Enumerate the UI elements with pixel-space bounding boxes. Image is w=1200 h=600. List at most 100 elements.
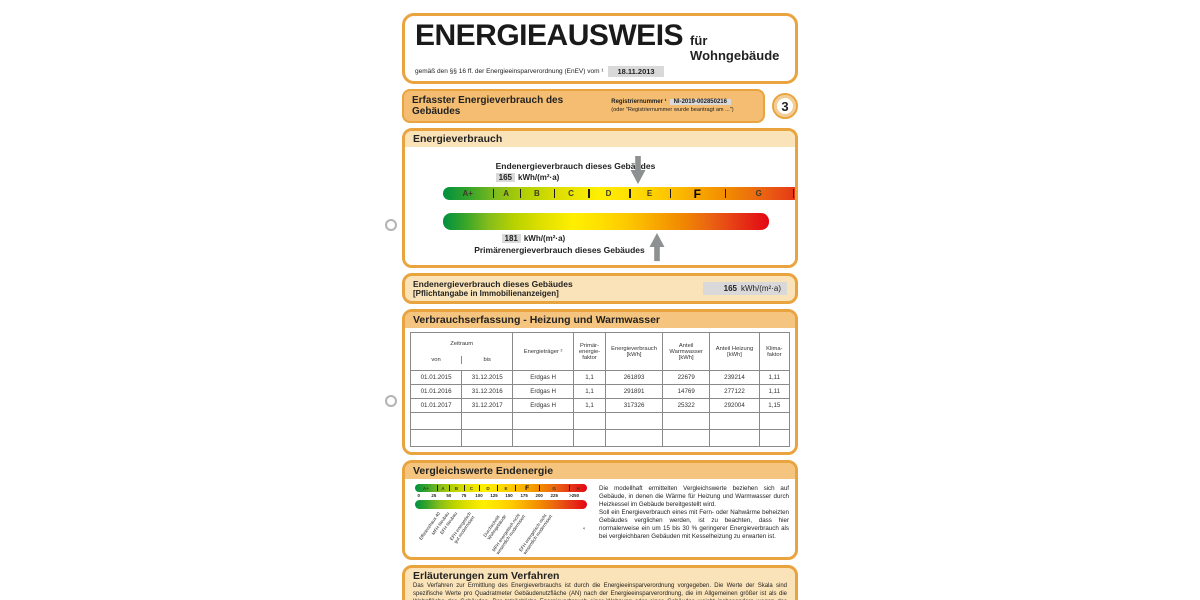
endenergie-summary-value-box: 165 kWh/(m²·a) [703, 282, 787, 295]
consumption-cell: 14769 [661, 384, 711, 399]
vergleichswerte-body: A+ A B C D E F G H 0 25 50 75 100 125 150 175 200 225 >250… [405, 479, 795, 557]
energy-class-aplus: A+ [462, 189, 473, 198]
consumption-cell: 1,1 [572, 384, 607, 399]
class-divider [478, 485, 480, 491]
energy-class-a: A [441, 485, 445, 491]
section-header-bar: Erfasster Energieverbrauch des Gebäudes … [402, 89, 765, 123]
class-divider [553, 189, 556, 198]
class-divider [539, 485, 541, 491]
law-line: gemäß den §§ 16 ff. der Energieeinsparve… [415, 66, 785, 77]
primaerenergie-marker-arrow [649, 232, 665, 262]
scale-tick-0: 0 [417, 493, 421, 498]
registration-line: Registriernummer ¹ NI-2019-002850216 [611, 99, 755, 106]
class-divider [629, 189, 631, 198]
empty-cell [409, 412, 463, 430]
scale-tick-gt250: >250 [795, 215, 798, 224]
class-divider [497, 485, 499, 491]
scale-tick-150: 150 [505, 493, 513, 498]
energy-class-h: H [793, 187, 795, 200]
scale-tick-50: 50 [446, 493, 452, 498]
empty-row [409, 412, 791, 430]
energy-class-b: B [454, 485, 459, 491]
vergleichswerte-paragraph2: Soll ein Energieverbrauch eines mit Fern… [599, 509, 789, 541]
endenergie-unit: kWh/(m²·a) [518, 173, 560, 182]
comparison-scale-chart: A+ A B C D E F G H 0 25 50 75 100 125 150 175 200 225 >250… [411, 483, 591, 555]
erlaeuterungen-text: Das Verfahren zur Ermittlung des Energie… [413, 583, 787, 600]
scale-tick-175: 175 [520, 493, 528, 498]
consumption-cell: 1,11 [758, 370, 791, 385]
col-von: von [411, 356, 463, 364]
col-bis: bis [483, 357, 491, 363]
class-divider [515, 485, 517, 491]
registration-block: Registriernummer ¹ NI-2019-002850216 (od… [611, 99, 755, 113]
energieausweis-sheet: ENERGIEAUSWEIS für Wohngebäude gemäß den… [385, 13, 798, 600]
marker-layer [443, 147, 769, 265]
document-title: ENERGIEAUSWEIS [415, 19, 684, 52]
verbrauchserfassung-title: Verbrauchserfassung - Heizung und Warmwa… [405, 312, 795, 328]
energy-class-b: B [534, 189, 540, 198]
scale-tick-225: 225 [550, 493, 558, 498]
title-line: ENERGIEAUSWEIS für Wohngebäude [415, 19, 785, 64]
law-reference-text: gemäß den §§ 16 ff. der Energieeinsparve… [415, 68, 604, 75]
energy-class-g: G [552, 485, 556, 491]
endenergie-marker-arrow [630, 155, 646, 185]
empty-cell [709, 412, 760, 430]
endenergie-summary-unit: kWh/(m²·a) [741, 284, 781, 293]
consumption-cell: 01.01.2016 [409, 384, 463, 399]
energy-class-c: C [568, 189, 574, 198]
footnote4-marker: ⁴ [582, 527, 585, 533]
energy-class-d: D [486, 485, 490, 491]
empty-cell [572, 412, 607, 430]
consumption-cell: 01.01.2017 [409, 398, 463, 413]
consumption-cell: 1,15 [758, 398, 791, 413]
vergleichswerte-box: Vergleichswerte Endenergie A+ A B C D E F G H 0 2… [402, 460, 798, 560]
energy-class-g: G [755, 189, 762, 198]
consumption-row: 01.01.2015 31.12.2015 Erdgas H 1,1 261893 226… [409, 370, 791, 385]
empty-cell [605, 412, 663, 430]
empty-cell [758, 429, 791, 447]
consumption-cell: 22679 [661, 370, 711, 385]
empty-cell [661, 412, 711, 430]
empty-cell [605, 429, 663, 447]
punch-hole-top [385, 219, 397, 231]
empty-cell [709, 429, 760, 447]
energy-class-e: E [646, 189, 653, 198]
enev-date: 18.11.2013 [608, 66, 664, 77]
class-divider [669, 189, 672, 198]
col-klimafaktor: Klima- faktor [758, 332, 791, 371]
consumption-cell: 31.12.2016 [461, 384, 514, 399]
col-energietraeger: Energieträger ² [512, 332, 574, 371]
consumption-cell: 25322 [661, 398, 711, 413]
consumption-cell: 01.01.2015 [409, 370, 463, 385]
consumption-cell: 239214 [709, 370, 760, 385]
table-header-row: Zeitraum von bis Energieträger ² Primär-… [409, 332, 791, 371]
scale-tick-200: 200 [535, 493, 543, 498]
endenergie-annotation: Endenergieverbrauch dieses Gebäudes [495, 161, 656, 171]
scale-tick-75: 75 [461, 493, 467, 498]
col-zeitraum: Zeitraum von bis [409, 332, 514, 371]
consumption-cell: 1,1 [572, 398, 607, 413]
consumption-cell: 1,1 [572, 370, 607, 385]
endenergie-summary-value: 165 [723, 284, 737, 293]
energy-class-f: F [525, 484, 530, 492]
consumption-cell: 292004 [709, 398, 760, 413]
scale-tick-100: 100 [475, 493, 483, 498]
consumption-row: 01.01.2016 31.12.2016 Erdgas H 1,1 291891 147… [409, 384, 791, 399]
document-subtitle: für Wohngebäude [690, 33, 780, 63]
verbrauchserfassung-box: Verbrauchserfassung - Heizung und Warmwa… [402, 309, 798, 455]
endenergie-value: 165 [495, 173, 515, 182]
primaerenergie-value-line: 181 kWh/(m²·a) [443, 234, 769, 243]
scale-tick-125: 125 [490, 493, 498, 498]
section-header-title: Erfasster Energieverbrauch des Gebäudes [412, 95, 564, 117]
consumption-cell: 291891 [605, 384, 663, 399]
energy-class-aplus: A+ [422, 485, 429, 491]
energy-class-bar: A+ A B C D E F G H [443, 187, 795, 201]
page-number-badge: 3 [772, 93, 798, 119]
class-divider [724, 189, 727, 198]
scale-tick-25: 25 [431, 493, 437, 498]
consumption-cell: Erdgas H [512, 398, 574, 413]
empty-cell [661, 429, 711, 447]
consumption-cell: 1,11 [758, 384, 791, 399]
vergleichswerte-text: Die modellhaft ermittelten Vergleichswer… [599, 483, 789, 555]
consumption-row: 01.01.2017 31.12.2017 Erdgas H 1,1 317326 253… [409, 398, 791, 413]
